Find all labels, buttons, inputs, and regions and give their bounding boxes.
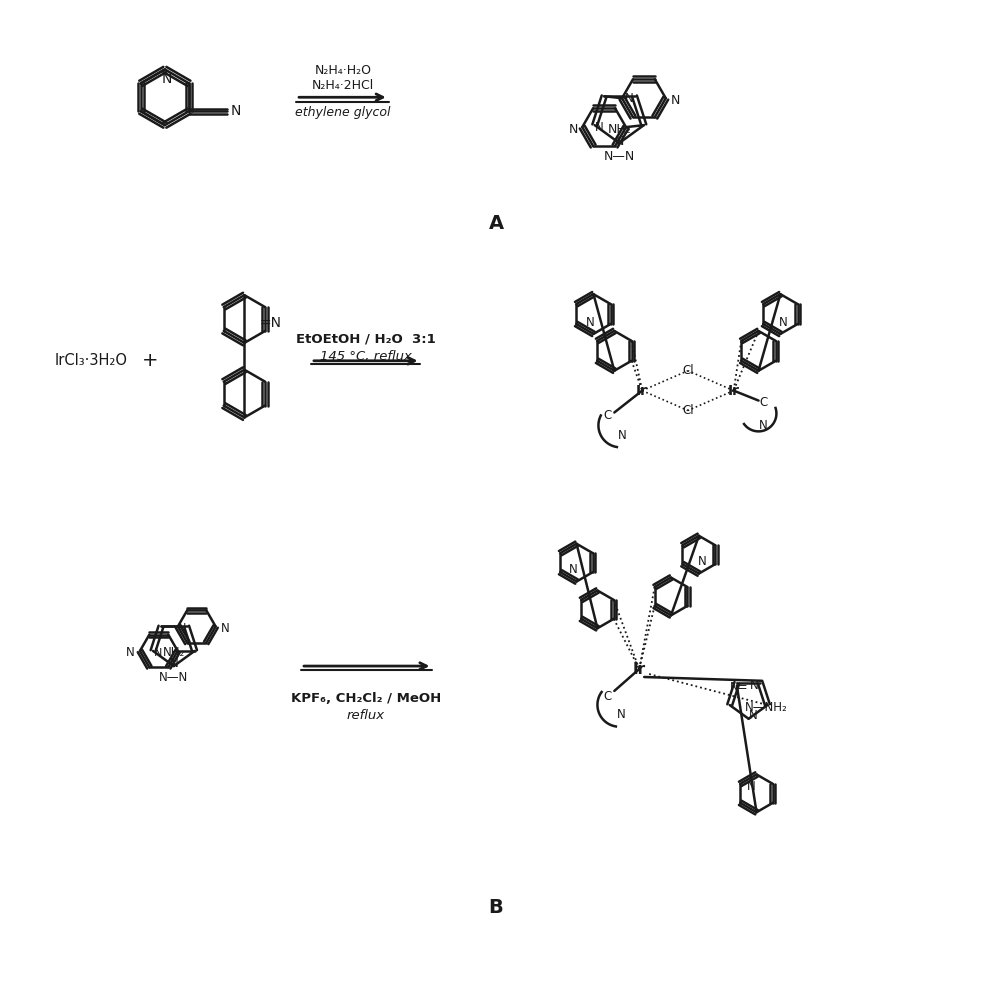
Text: Cl: Cl [682,404,693,417]
Text: N₂H₄·H₂O: N₂H₄·H₂O [314,64,371,77]
Text: N: N [221,622,230,635]
Text: N—NH₂: N—NH₂ [745,701,788,714]
Text: N: N [178,623,186,633]
Text: N₂H₄·2HCl: N₂H₄·2HCl [311,79,374,92]
Text: N: N [697,555,706,568]
Text: IrCl₃·3H₂O: IrCl₃·3H₂O [55,353,128,368]
Text: 145 °C, reflux: 145 °C, reflux [319,350,412,363]
Text: N: N [615,135,624,148]
Text: N: N [586,316,595,329]
Text: =N: =N [259,316,281,330]
Text: N: N [750,679,759,692]
Text: N—N: N—N [159,671,188,684]
Text: A: A [488,214,504,233]
Text: ethylene glycol: ethylene glycol [295,106,391,119]
Text: EtOEtOH / H₂O  3:1: EtOEtOH / H₂O 3:1 [296,332,435,345]
Text: N: N [162,72,172,86]
Text: N: N [569,563,578,576]
Text: N: N [779,316,788,329]
Text: Ir: Ir [633,662,646,677]
Text: N: N [747,780,756,793]
Text: NH₂: NH₂ [163,646,185,659]
Text: +: + [142,351,158,370]
Text: B: B [489,898,503,917]
Text: N: N [618,429,627,442]
Text: reflux: reflux [346,709,385,722]
Text: N: N [625,92,634,105]
Text: N=: N= [729,681,748,694]
Text: N: N [568,123,578,136]
Text: Ir: Ir [728,384,740,398]
Text: N: N [126,646,134,659]
Text: N: N [671,94,681,107]
Text: N: N [595,121,604,134]
Text: NH₂: NH₂ [607,123,631,136]
Text: N: N [617,708,626,721]
Text: N—N: N—N [604,150,635,163]
Text: N: N [759,419,768,432]
Text: N: N [749,709,758,722]
Text: C: C [603,690,611,703]
Text: N: N [230,104,241,118]
Text: N: N [170,657,179,670]
Text: Ir: Ir [636,384,648,398]
Text: N: N [154,648,162,658]
Text: C: C [759,396,768,409]
Text: C: C [603,409,611,422]
Text: Cl: Cl [682,364,693,377]
Text: KPF₆, CH₂Cl₂ / MeOH: KPF₆, CH₂Cl₂ / MeOH [291,692,440,705]
